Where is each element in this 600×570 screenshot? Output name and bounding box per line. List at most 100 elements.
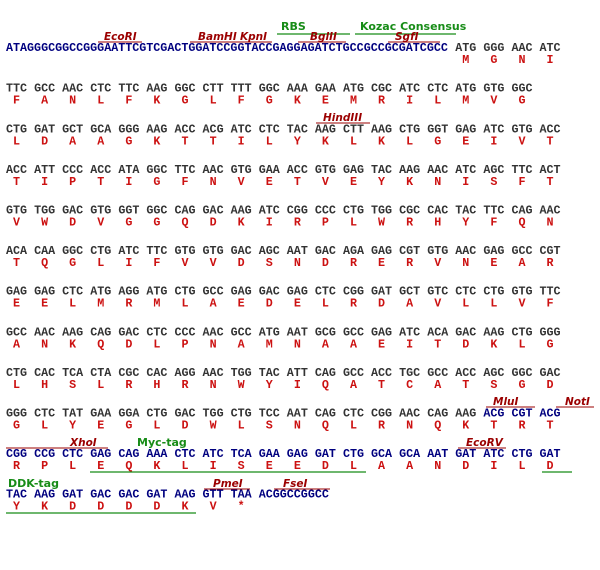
codon: GGC: [174, 82, 195, 96]
codon: CTG: [343, 447, 364, 461]
amino-acid: R: [125, 378, 132, 392]
amino-acid: R: [350, 297, 357, 311]
amino-acid: L: [182, 459, 189, 473]
codon: CTC: [90, 82, 111, 96]
codon: AAG: [146, 82, 167, 96]
amino-acid: L: [97, 378, 104, 392]
amino-acid: K: [238, 215, 246, 229]
codon: TAC: [371, 163, 392, 177]
amino-acid: A: [378, 459, 386, 473]
amino-acid: D: [378, 297, 385, 311]
codon: CAG: [174, 203, 195, 217]
amino-acid: W: [238, 378, 246, 392]
amino-acid: N: [406, 418, 413, 432]
amino-acid: G: [266, 94, 273, 108]
amino-acid: L: [350, 134, 357, 148]
codon: GTG: [483, 82, 504, 96]
amino-acid: T: [434, 337, 441, 351]
amino-acid: V: [238, 175, 245, 189]
codon: CTG: [174, 285, 195, 299]
codon: AAC: [34, 325, 55, 339]
codon: AAG: [315, 122, 336, 136]
codon: ATC: [259, 203, 280, 217]
amino-acid: V: [434, 256, 441, 270]
amino-acid: S: [266, 256, 273, 270]
amino-acid: L: [350, 459, 357, 473]
amino-acid: V: [490, 94, 497, 108]
amino-acid: I: [490, 459, 497, 473]
amino-acid: V: [434, 297, 441, 311]
codon: GGC: [146, 163, 167, 177]
amino-acid: T: [547, 418, 554, 432]
amino-acid: E: [322, 94, 329, 108]
amino-acid: Q: [322, 418, 329, 432]
amino-acid: G: [69, 256, 76, 270]
codon: CTC: [259, 122, 280, 136]
codon: GCA: [90, 122, 112, 136]
codon: ATT: [287, 366, 308, 380]
codon: GCG: [315, 325, 336, 339]
amino-acid: L: [97, 94, 104, 108]
codon: GTG: [203, 244, 224, 258]
amino-acid: N: [434, 459, 441, 473]
codon: CGG: [371, 406, 392, 420]
amino-acid: D: [322, 256, 329, 270]
codon: AAT: [287, 406, 308, 420]
amino-acid: R: [406, 256, 413, 270]
amino-acid: K: [406, 175, 414, 189]
codon: ATC: [203, 447, 224, 461]
amino-acid: L: [210, 94, 217, 108]
codon: ACC: [6, 163, 27, 177]
amino-acid: H: [41, 378, 48, 392]
amino-acid: K: [153, 94, 161, 108]
amino-acid: Q: [97, 337, 104, 351]
codon: GAC: [315, 244, 336, 258]
codon: GCC: [343, 325, 364, 339]
codon: CGG: [6, 447, 27, 461]
codon: ATT: [34, 163, 55, 177]
amino-acid: K: [153, 459, 161, 473]
codon: GGC: [511, 366, 532, 380]
codon: CTG: [343, 203, 364, 217]
amino-acid: E: [462, 134, 469, 148]
amino-acid: G: [518, 378, 525, 392]
codon: CAC: [146, 366, 167, 380]
codon: CAG: [511, 203, 532, 217]
amino-acid: E: [97, 418, 104, 432]
codon: GAT: [62, 488, 83, 502]
codon: GAC: [90, 488, 111, 502]
amino-acid: D: [238, 256, 245, 270]
codon: GGC: [511, 82, 532, 96]
codon: GCA: [371, 447, 393, 461]
amino-acid: E: [294, 459, 301, 473]
codon: GCC: [511, 244, 532, 258]
amino-acid: E: [294, 297, 301, 311]
codon: GGA: [118, 406, 140, 420]
codon: ACG: [203, 122, 224, 136]
amino-acid: R: [406, 215, 413, 229]
amino-acid: D: [69, 215, 76, 229]
amino-acid: A: [210, 297, 218, 311]
amino-acid: L: [518, 459, 525, 473]
amino-acid: S: [69, 378, 76, 392]
amino-acid: E: [490, 256, 497, 270]
amino-acid: L: [518, 337, 525, 351]
amino-acid: Q: [125, 459, 132, 473]
amino-acid: K: [153, 134, 161, 148]
amino-acid: T: [490, 418, 497, 432]
amino-acid: N: [462, 256, 469, 270]
codon: CGG: [343, 285, 364, 299]
codon: TTC: [6, 82, 27, 96]
codon: CAC: [34, 366, 55, 380]
amino-acid: P: [69, 175, 76, 189]
amino-acid: A: [350, 378, 358, 392]
codon: CTG: [90, 244, 111, 258]
codon: CCC: [62, 163, 83, 177]
codon: GGC: [146, 203, 167, 217]
amino-acid: G: [518, 94, 525, 108]
amino-acid: F: [182, 175, 189, 189]
feature-label: Myc-tag: [137, 436, 187, 449]
codon: GAT: [34, 122, 55, 136]
amino-acid: L: [266, 134, 273, 148]
amino-acid: D: [266, 297, 273, 311]
